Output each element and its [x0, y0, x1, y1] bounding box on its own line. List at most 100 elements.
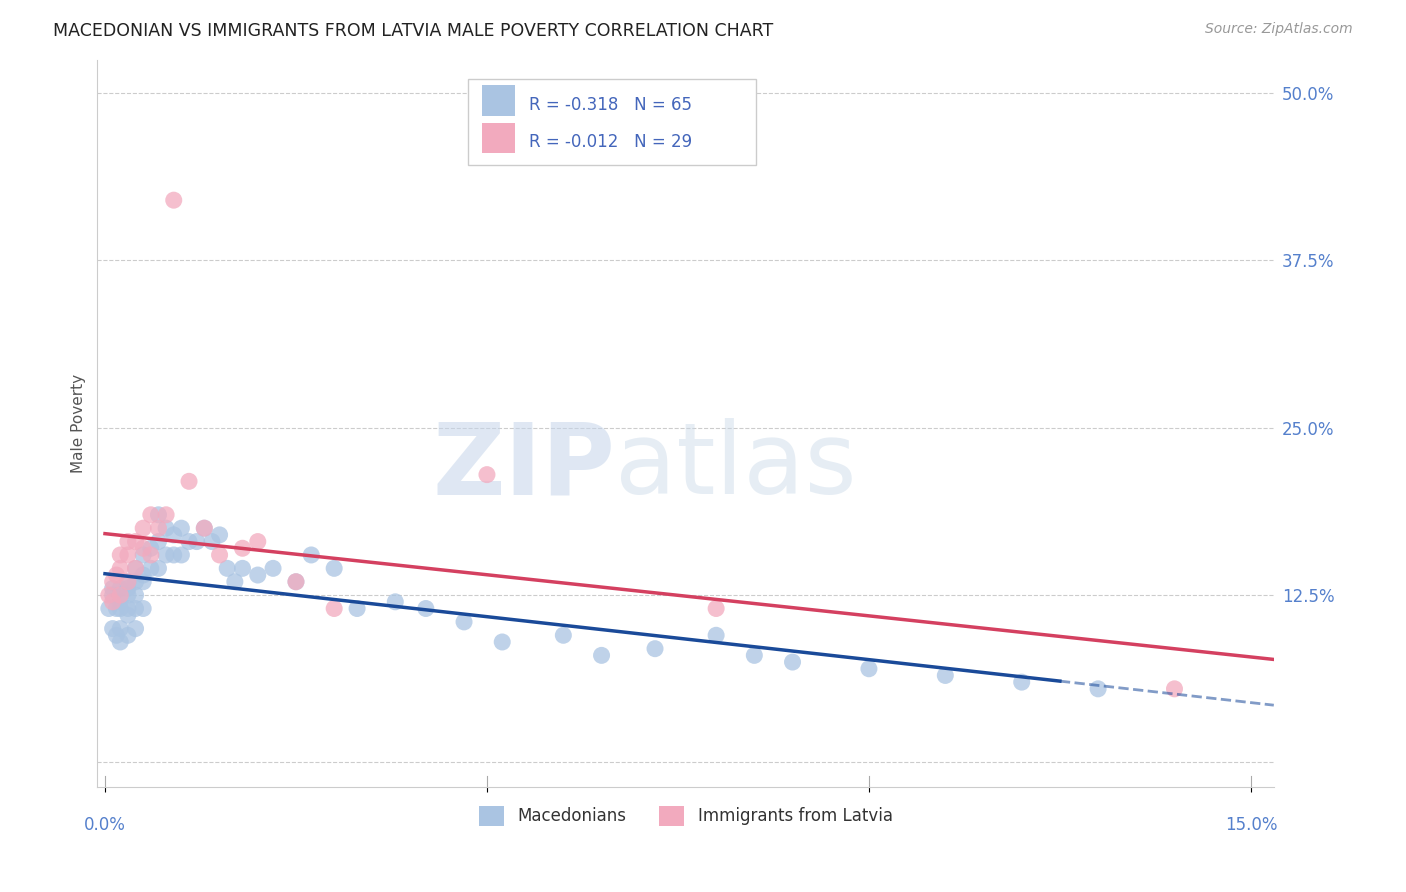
Point — [224, 574, 246, 589]
Point — [644, 641, 666, 656]
Text: R = -0.012   N = 29: R = -0.012 N = 29 — [529, 133, 692, 151]
Point — [110, 601, 132, 615]
Point — [139, 541, 162, 556]
Point — [124, 534, 146, 549]
Point — [177, 475, 200, 489]
Point — [101, 588, 124, 602]
Point — [744, 648, 766, 663]
Point — [704, 628, 727, 642]
Point — [186, 534, 208, 549]
Point — [1163, 681, 1185, 696]
FancyBboxPatch shape — [468, 79, 756, 165]
Point — [117, 628, 139, 642]
Point — [217, 561, 239, 575]
Point — [132, 568, 155, 582]
Point — [323, 561, 346, 575]
Text: atlas: atlas — [614, 418, 856, 516]
Point — [110, 561, 132, 575]
Point — [299, 548, 322, 562]
Point — [110, 622, 132, 636]
Point — [591, 648, 613, 663]
Point — [934, 668, 956, 682]
Point — [117, 608, 139, 623]
Point — [553, 628, 575, 642]
Point — [97, 601, 120, 615]
Point — [193, 521, 215, 535]
Point — [163, 528, 186, 542]
Text: ZIP: ZIP — [432, 418, 614, 516]
Point — [105, 628, 128, 642]
Point — [231, 541, 253, 556]
Point — [117, 601, 139, 615]
Point — [246, 568, 269, 582]
Text: MACEDONIAN VS IMMIGRANTS FROM LATVIA MALE POVERTY CORRELATION CHART: MACEDONIAN VS IMMIGRANTS FROM LATVIA MAL… — [53, 22, 773, 40]
Legend: Macedonians, Immigrants from Latvia: Macedonians, Immigrants from Latvia — [472, 799, 900, 833]
Point — [170, 521, 193, 535]
Point — [124, 601, 146, 615]
Point — [1011, 675, 1033, 690]
Point — [110, 635, 132, 649]
Point — [124, 622, 146, 636]
Point — [782, 655, 804, 669]
Point — [97, 588, 120, 602]
Text: 0.0%: 0.0% — [84, 816, 127, 834]
Point — [132, 548, 155, 562]
Point — [323, 601, 346, 615]
Point — [105, 601, 128, 615]
Point — [101, 574, 124, 589]
Point — [110, 588, 132, 602]
Point — [163, 548, 186, 562]
Point — [132, 521, 155, 535]
Point — [155, 521, 177, 535]
Point — [101, 622, 124, 636]
Point — [124, 588, 146, 602]
Point — [148, 561, 170, 575]
Point — [285, 574, 308, 589]
Point — [1087, 681, 1109, 696]
Point — [124, 561, 146, 575]
Point — [117, 534, 139, 549]
Point — [124, 561, 146, 575]
Point — [124, 574, 146, 589]
Point — [155, 548, 177, 562]
Y-axis label: Male Poverty: Male Poverty — [72, 374, 86, 473]
Point — [148, 534, 170, 549]
Point — [193, 521, 215, 535]
Point — [117, 574, 139, 589]
Point — [101, 595, 124, 609]
Point — [117, 548, 139, 562]
Text: 15.0%: 15.0% — [1225, 816, 1277, 834]
Point — [415, 601, 437, 615]
Point — [858, 662, 880, 676]
Point — [117, 574, 139, 589]
Point — [110, 582, 132, 596]
Point — [139, 508, 162, 522]
Point — [453, 615, 475, 629]
Point — [110, 548, 132, 562]
Point — [139, 548, 162, 562]
Point — [132, 601, 155, 615]
Text: R = -0.318   N = 65: R = -0.318 N = 65 — [529, 95, 692, 113]
Point — [105, 568, 128, 582]
Point — [231, 561, 253, 575]
Point — [704, 601, 727, 615]
FancyBboxPatch shape — [482, 123, 515, 153]
Point — [163, 193, 186, 207]
FancyBboxPatch shape — [482, 85, 515, 116]
Point — [110, 595, 132, 609]
Point — [117, 588, 139, 602]
Point — [177, 534, 200, 549]
Point — [491, 635, 513, 649]
Point — [208, 528, 231, 542]
Point — [475, 467, 498, 482]
Point — [285, 574, 308, 589]
Point — [346, 601, 368, 615]
Point — [208, 548, 231, 562]
Point — [155, 508, 177, 522]
Point — [201, 534, 224, 549]
Point — [117, 582, 139, 596]
Point — [262, 561, 284, 575]
Point — [170, 548, 193, 562]
Point — [139, 561, 162, 575]
Point — [148, 521, 170, 535]
